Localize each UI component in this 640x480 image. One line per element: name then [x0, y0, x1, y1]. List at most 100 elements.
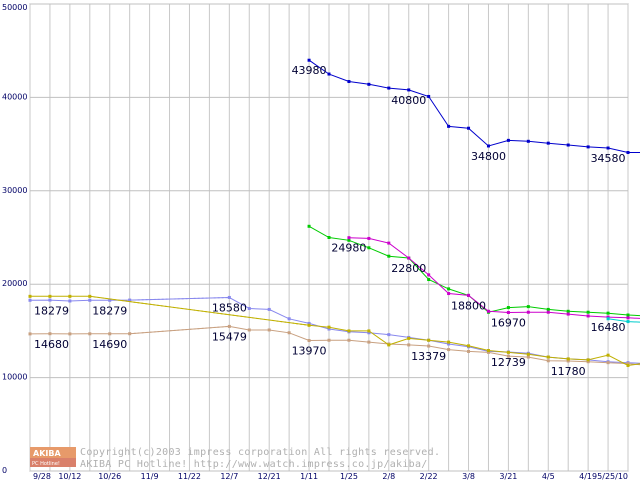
series-lavender-point — [28, 298, 32, 302]
series-tan-point — [287, 331, 291, 335]
y-tick-label: 40000 — [2, 92, 27, 101]
data-label: 18800 — [451, 299, 486, 312]
y-tick-label: 0 — [2, 466, 7, 475]
x-tick-label: 9/28 — [33, 472, 51, 480]
series-tan-point — [586, 360, 590, 364]
series-tan-point — [506, 354, 510, 358]
series-tan-point — [28, 332, 32, 336]
x-tick-label: 3/8 — [462, 472, 475, 480]
series-tan-point — [447, 348, 451, 352]
series-lavender-point — [48, 298, 52, 302]
series-olive-dotted-line — [89, 295, 310, 326]
series-olive-point — [606, 353, 610, 357]
series-olive-point — [347, 329, 351, 333]
series-green-point — [387, 254, 391, 258]
series-olive-point — [407, 336, 411, 340]
x-tick-label: 11/22 — [178, 472, 201, 480]
series-lavender-point — [387, 333, 391, 337]
series-olive-point — [546, 355, 550, 359]
data-label: 34580 — [591, 152, 626, 165]
series-green-point — [506, 306, 510, 310]
series-olive-point — [48, 294, 52, 298]
series-tan-point — [566, 359, 570, 363]
data-label: 18279 — [34, 304, 69, 317]
site-url-text: AKIBA PC Hotline! http://www.watch.impre… — [80, 459, 428, 470]
data-label: 16970 — [491, 317, 526, 330]
series-lavender-point — [327, 327, 331, 331]
series-blue-point — [427, 94, 431, 98]
y-tick-label: 10000 — [2, 373, 27, 382]
logo-top-box — [30, 447, 76, 458]
x-tick-label: 11/9 — [141, 472, 159, 480]
series-blue-point — [486, 144, 490, 148]
series-group — [28, 58, 640, 367]
data-label: 11780 — [551, 365, 586, 378]
data-label: 43980 — [292, 64, 327, 77]
series-blue-point — [467, 126, 471, 130]
x-tick-label: 12/21 — [258, 472, 281, 480]
series-tan-point — [128, 332, 132, 336]
series-lavender-point — [108, 298, 112, 302]
series-blue-point — [606, 146, 610, 150]
x-tick-label: 12/7 — [220, 472, 238, 480]
data-label: 13970 — [292, 345, 327, 358]
y-axis: 0 10000 20000 30000 40000 50000 — [2, 3, 27, 475]
series-blue-point — [586, 145, 590, 149]
data-label: 18580 — [212, 301, 247, 314]
series-magenta-point — [407, 256, 411, 260]
series-blue-point — [387, 86, 391, 90]
series-lavender-point — [287, 317, 291, 321]
series-olive-point — [28, 294, 32, 298]
data-label: 15479 — [212, 330, 247, 343]
series-tan-point — [68, 332, 72, 336]
data-label: 13379 — [411, 350, 446, 363]
series-cyan-point — [626, 320, 630, 324]
series-olive-point — [626, 363, 630, 367]
series-green-point — [626, 313, 630, 317]
series-olive-point — [327, 325, 331, 329]
series-magenta-line — [348, 237, 640, 319]
series-tan-point — [327, 338, 331, 342]
x-tick-label: 1/11 — [300, 472, 318, 480]
series-blue-point — [307, 58, 311, 62]
series-olive-point — [427, 338, 431, 342]
series-green-point — [606, 311, 610, 315]
series-magenta-point — [506, 311, 510, 315]
series-blue-point — [506, 138, 510, 142]
series-lavender-point — [267, 307, 271, 311]
series-green-point — [327, 236, 331, 239]
series-tan-point — [227, 324, 231, 328]
data-label: 40800 — [391, 94, 426, 107]
series-lavender-point — [227, 295, 231, 299]
series-olive-point — [586, 358, 590, 362]
x-tick-label: 3/21 — [499, 472, 517, 480]
series-green-point — [586, 310, 590, 314]
series-tan-point — [407, 343, 411, 347]
series-olive-point — [387, 343, 391, 347]
series-tan-point — [486, 350, 490, 354]
data-label: 34800 — [471, 150, 506, 163]
series-magenta-point — [467, 293, 471, 297]
series-lavender-dotted-line — [129, 297, 230, 301]
logo-top-text: AKIBA — [33, 449, 61, 458]
logo-bottom-box — [30, 458, 76, 467]
series-olive-point — [447, 340, 451, 344]
data-label: 14680 — [34, 338, 69, 351]
series-green-point — [367, 246, 371, 250]
series-blue-point — [626, 151, 630, 155]
x-tick-label: 2/8 — [382, 472, 395, 480]
x-tick-label: 4/19 — [579, 472, 597, 480]
series-lavender-point — [447, 342, 451, 346]
series-lavender-point — [307, 321, 311, 325]
logo-bottom-text: PC Hotline! — [32, 461, 60, 467]
x-tick-label: 10/26 — [98, 472, 121, 480]
series-lavender-point — [247, 306, 251, 310]
series-olive-point — [566, 357, 570, 361]
x-tick-label: 1/25 — [340, 472, 358, 480]
series-magenta-point — [606, 315, 610, 319]
series-magenta-point — [447, 292, 451, 296]
series-blue-point — [367, 82, 371, 86]
series-magenta-point — [367, 236, 371, 240]
x-tick-label: 10/12 — [58, 472, 81, 480]
